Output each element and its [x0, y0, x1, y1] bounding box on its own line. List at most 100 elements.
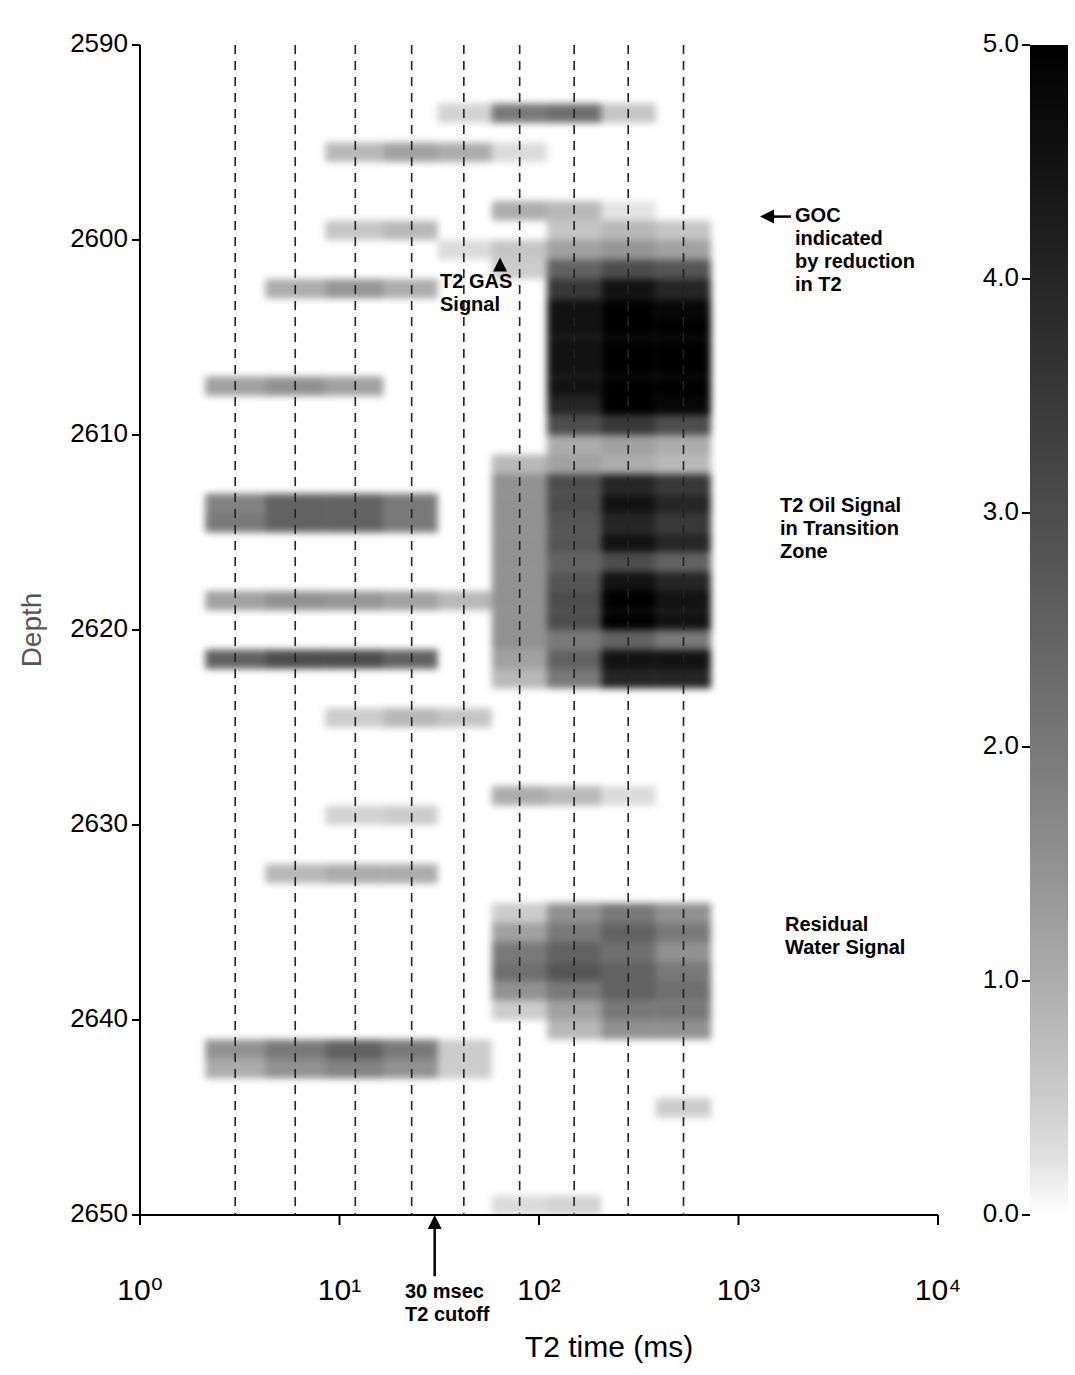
cell: [383, 279, 437, 299]
cell: [325, 513, 383, 533]
cell: [383, 143, 437, 163]
bin-line: [519, 45, 521, 1215]
cell: [325, 201, 383, 221]
x-tick-label: 10³: [717, 1273, 760, 1306]
cell: [383, 357, 437, 377]
annotations: GOCindicatedby reductionin T2T2 GASSigna…: [405, 204, 915, 1325]
cell: [325, 318, 383, 338]
cell: [438, 591, 492, 611]
cell: [438, 786, 492, 806]
colorbar-tick-label: 2.0: [983, 730, 1019, 760]
annotation: GOCindicatedby reductionin T2: [795, 204, 915, 295]
cell: [438, 221, 492, 241]
cell: [438, 318, 492, 338]
x-tick-label: 10⁰: [117, 1273, 162, 1306]
cell: [383, 1196, 437, 1216]
cell: [325, 591, 383, 611]
cell: [325, 279, 383, 299]
colorbar-tick-label: 5.0: [983, 28, 1019, 58]
cell: [325, 474, 383, 494]
colorbar-tick: [1022, 44, 1030, 46]
annotation-line: in T2: [795, 273, 842, 295]
cell: [383, 201, 437, 221]
annotation-line: T2 cutoff: [405, 1303, 490, 1325]
cell: [325, 143, 383, 163]
cell: [325, 1059, 383, 1079]
cell: [325, 864, 383, 884]
cell: [438, 338, 492, 358]
cell: [325, 923, 383, 943]
annotation-line: GOC: [795, 204, 841, 226]
x-tick: [538, 1215, 540, 1225]
annotation-line: Residual: [785, 914, 868, 936]
cell: [325, 455, 383, 475]
cell: [383, 591, 437, 611]
annotation-arrowhead: [428, 1215, 442, 1229]
y-tick-label: 2650: [70, 1198, 128, 1228]
cell: [438, 630, 492, 650]
cell: [438, 903, 492, 923]
cell: [438, 435, 492, 455]
annotation-line: Zone: [780, 540, 828, 562]
cell: [325, 416, 383, 436]
cell: [383, 416, 437, 436]
x-tick: [937, 1215, 939, 1225]
cell: [383, 923, 437, 943]
cell: [325, 669, 383, 689]
bin-line: [627, 45, 629, 1215]
cell: [383, 1020, 437, 1040]
cell: [383, 435, 437, 455]
y-tick-label: 2600: [70, 223, 128, 253]
cell: [325, 494, 383, 514]
cell: [325, 104, 383, 124]
cell: [325, 221, 383, 241]
colorbar-tick: [1022, 1214, 1030, 1216]
cell: [438, 396, 492, 416]
annotation: ResidualWater Signal: [785, 914, 905, 959]
y-tick: [132, 1019, 140, 1021]
cell: [325, 299, 383, 319]
y-tick-label: 2630: [70, 808, 128, 838]
y-tick-label: 2620: [70, 613, 128, 643]
cell: [438, 513, 492, 533]
plot-area: [205, 104, 711, 1216]
cell: [438, 962, 492, 982]
cell: [438, 708, 492, 728]
annotation-line: Water Signal: [785, 937, 905, 959]
annotation-line: by reduction: [795, 250, 915, 272]
cell: [383, 104, 437, 124]
cell: [438, 201, 492, 221]
cell: [438, 455, 492, 475]
cell: [325, 338, 383, 358]
bin-line: [463, 45, 465, 1215]
cell: [325, 942, 383, 962]
colorbar-tick-label: 0.0: [983, 1198, 1019, 1228]
cell: [438, 650, 492, 670]
y-tick: [132, 629, 140, 631]
cell: [383, 572, 437, 592]
y-axis-title: Depth: [16, 593, 47, 668]
cell: [325, 435, 383, 455]
annotation-line: T2 Oil Signal: [780, 494, 901, 516]
cell: [383, 1059, 437, 1079]
cell: [438, 981, 492, 1001]
annotation: 30 msecT2 cutoff: [405, 1280, 490, 1325]
cell: [383, 708, 437, 728]
cell: [438, 474, 492, 494]
cell: [325, 611, 383, 631]
cell: [383, 981, 437, 1001]
cell: [383, 299, 437, 319]
cell: [383, 260, 437, 280]
cell: [438, 806, 492, 826]
colorbar-tick: [1022, 278, 1030, 280]
cell: [383, 533, 437, 553]
colorbar-tick-label: 4.0: [983, 262, 1019, 292]
cell: [383, 1098, 437, 1118]
colorbar-tick: [1022, 980, 1030, 982]
x-tick: [738, 1215, 740, 1225]
cell: [438, 572, 492, 592]
annotation: T2 Oil Signalin TransitionZone: [780, 494, 901, 562]
cell: [325, 630, 383, 650]
y-tick: [132, 824, 140, 826]
y-tick: [132, 44, 140, 46]
